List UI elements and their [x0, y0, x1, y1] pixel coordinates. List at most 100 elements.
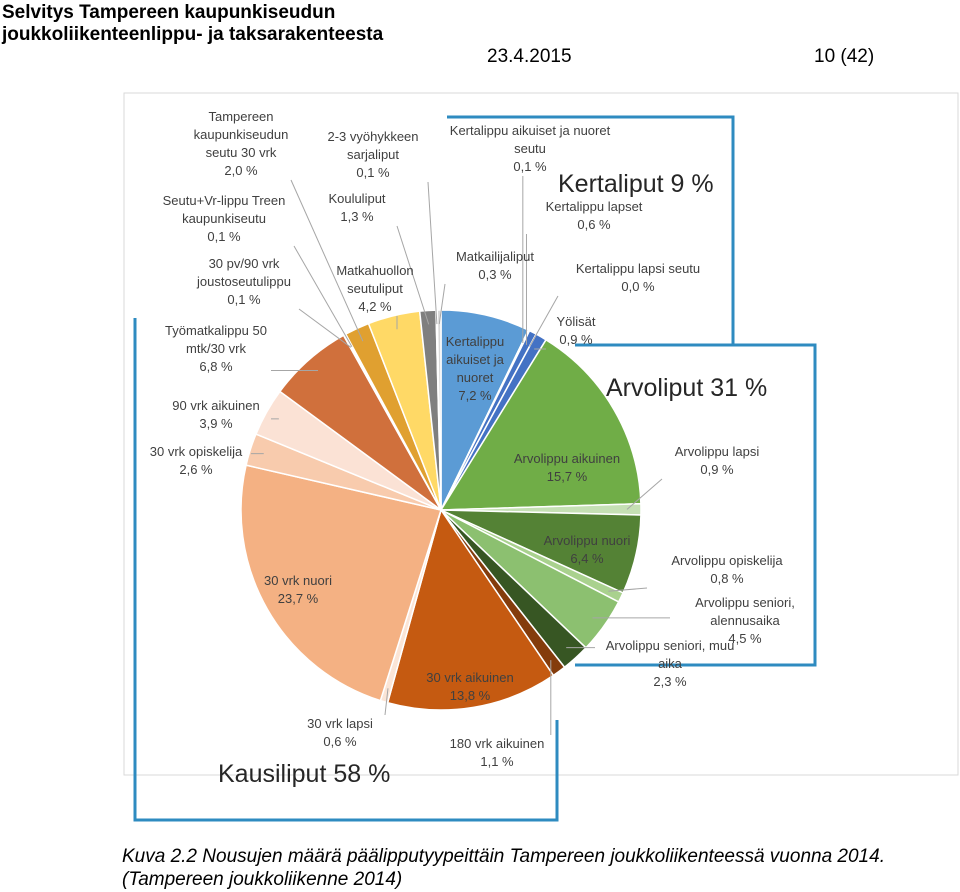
category-label: Arvolippu nuori — [543, 533, 631, 548]
data-label: 2-3 vyöhykkeen sarjaliput 0,1 % — [318, 128, 428, 182]
data-label: Yölisät 0,9 % — [546, 313, 606, 349]
value-label: 2,0 % — [224, 163, 258, 178]
category-label: 30 pv/90 vrk joustoseutulippu — [197, 256, 291, 289]
category-label: Yölisät — [556, 314, 596, 329]
value-label: 7,2 % — [458, 388, 492, 403]
page-number: 10 (42) — [814, 46, 875, 67]
category-label: Matkahuollon seutuliput — [336, 263, 414, 296]
group-box — [133, 318, 559, 822]
value-label: 2,3 % — [653, 674, 687, 689]
pie-slice — [439, 338, 642, 511]
value-label: 2,6 % — [179, 462, 213, 477]
data-label: 30 vrk opiskelija 2,6 % — [141, 443, 251, 479]
value-label: 0,8 % — [710, 571, 744, 586]
data-label: Arvolippu aikuinen 15,7 % — [502, 450, 632, 486]
doc-title: Selvitys Tampereen kaupunkiseudun joukko… — [2, 2, 383, 46]
group-box — [447, 115, 735, 345]
chart-frame — [123, 92, 959, 776]
data-label: Kertalippu lapset 0,6 % — [519, 198, 669, 234]
category-label: Seutu+Vr-lippu Treen kaupunkiseutu — [162, 193, 286, 226]
category-label: 90 vrk aikuinen — [172, 398, 260, 413]
value-label: 3,9 % — [199, 416, 233, 431]
value-label: 0,0 % — [621, 279, 655, 294]
category-label: Kertalippu aikuiset ja nuoret seutu — [449, 123, 611, 156]
category-label: Arvolippu aikuinen — [513, 451, 621, 466]
category-label: Arvolippu lapsi — [674, 444, 760, 459]
category-label: Kertalippu lapset — [545, 199, 643, 214]
value-label: 6,4 % — [570, 551, 604, 566]
group-box — [575, 343, 817, 667]
data-label: Kertalippu lapsi seutu 0,0 % — [558, 260, 718, 296]
data-label: Työmatkalippu 50 mtk/30 vrk 6,8 % — [161, 322, 271, 376]
category-label: Arvolippu seniori, muu aika — [605, 638, 735, 671]
category-label: Arvolippu opiskelija — [671, 553, 783, 568]
data-label: Seutu+Vr-lippu Treen kaupunkiseutu 0,1 % — [154, 192, 294, 246]
value-label: 0,1 % — [207, 229, 241, 244]
leader-line — [396, 225, 430, 325]
category-label: 30 vrk opiskelija — [149, 444, 243, 459]
value-label: 4,2 % — [358, 299, 392, 314]
category-label: 180 vrk aikuinen — [449, 736, 545, 751]
category-label: Koululiput — [328, 191, 386, 206]
group-label: Kausiliput 58 % — [218, 760, 391, 788]
category-label: Tampereen kaupunkiseudun seutu 30 vrk — [193, 109, 289, 160]
data-label: Arvolippu lapsi 0,9 % — [662, 443, 772, 479]
leader-line — [298, 308, 352, 348]
data-label: Kertalippu aikuiset ja nuoret seutu 0,1 % — [445, 122, 615, 176]
value-label: 0,1 % — [227, 292, 261, 307]
data-label: 90 vrk aikuinen 3,9 % — [161, 397, 271, 433]
pie-slice — [386, 508, 555, 711]
leader-line — [529, 295, 559, 347]
leader-line — [290, 179, 364, 342]
group-label: Arvoliput 31 % — [606, 374, 768, 402]
leader-line — [384, 688, 389, 716]
data-label: Matkailijaliput 0,3 % — [445, 248, 545, 284]
value-label: 0,1 % — [513, 159, 547, 174]
leader-line — [293, 245, 353, 347]
value-label: 13,8 % — [449, 688, 491, 703]
data-label: Tampereen kaupunkiseudun seutu 30 vrk 2,0… — [191, 108, 291, 180]
data-label: Arvolippu seniori, muu aika 2,3 % — [595, 637, 745, 691]
data-label: 30 pv/90 vrk joustoseutulippu 0,1 % — [189, 255, 299, 309]
data-label: Arvolippu opiskelija 0,8 % — [647, 552, 807, 588]
value-label: 0,3 % — [478, 267, 512, 282]
leader-line — [438, 283, 446, 325]
data-label: 30 vrk aikuinen 13,8 % — [415, 669, 525, 705]
category-label: 2-3 vyöhykkeen sarjaliput — [327, 129, 419, 162]
category-label: 30 vrk lapsi — [307, 716, 373, 731]
value-label: 6,8 % — [199, 359, 233, 374]
caption: Kuva 2.2 Nousujen määrä päälipputyypeitt… — [122, 846, 885, 890]
category-label: Kertalippu lapsi seutu — [575, 261, 701, 276]
data-label: Arvolippu seniori, alennusaika 4,5 % — [670, 594, 820, 648]
value-label: 0,1 % — [356, 165, 390, 180]
value-label: 0,9 % — [700, 462, 734, 477]
value-label: 0,9 % — [559, 332, 593, 347]
value-label: 15,7 % — [546, 469, 588, 484]
data-label: 30 vrk nuori 23,7 % — [248, 572, 348, 608]
category-label: Kertalippu aikuiset ja nuoret — [445, 334, 505, 385]
leader-line — [608, 587, 648, 592]
category-label: Työmatkalippu 50 mtk/30 vrk — [165, 323, 267, 356]
title-line: joukkoliikenteenlippu- ja taksarakentees… — [2, 24, 384, 45]
data-label: Kertalippu aikuiset ja nuoret 7,2 % — [440, 333, 510, 405]
value-label: 1,3 % — [340, 209, 374, 224]
pie-slice — [240, 464, 442, 702]
category-label: Arvolippu seniori, alennusaika — [695, 595, 795, 628]
data-label: Arvolippu nuori 6,4 % — [537, 532, 637, 568]
title-line: Selvitys Tampereen kaupunkiseudun — [2, 2, 336, 23]
data-label: Matkahuollon seutuliput 4,2 % — [325, 262, 425, 316]
leader-line — [626, 478, 663, 510]
value-label: 23,7 % — [277, 591, 319, 606]
leader-line — [427, 181, 438, 325]
data-label: Koululiput 1,3 % — [317, 190, 397, 226]
category-label: Matkailijaliput — [455, 249, 535, 264]
group-label: Kertaliput 9 % — [558, 170, 714, 198]
value-label: 0,6 % — [323, 734, 357, 749]
data-label: 180 vrk aikuinen 1,1 % — [437, 735, 557, 771]
data-label: 30 vrk lapsi 0,6 % — [295, 715, 385, 751]
doc-date: 23.4.2015 — [487, 46, 572, 67]
category-label: 30 vrk aikuinen — [426, 670, 514, 685]
value-label: 0,6 % — [577, 217, 611, 232]
